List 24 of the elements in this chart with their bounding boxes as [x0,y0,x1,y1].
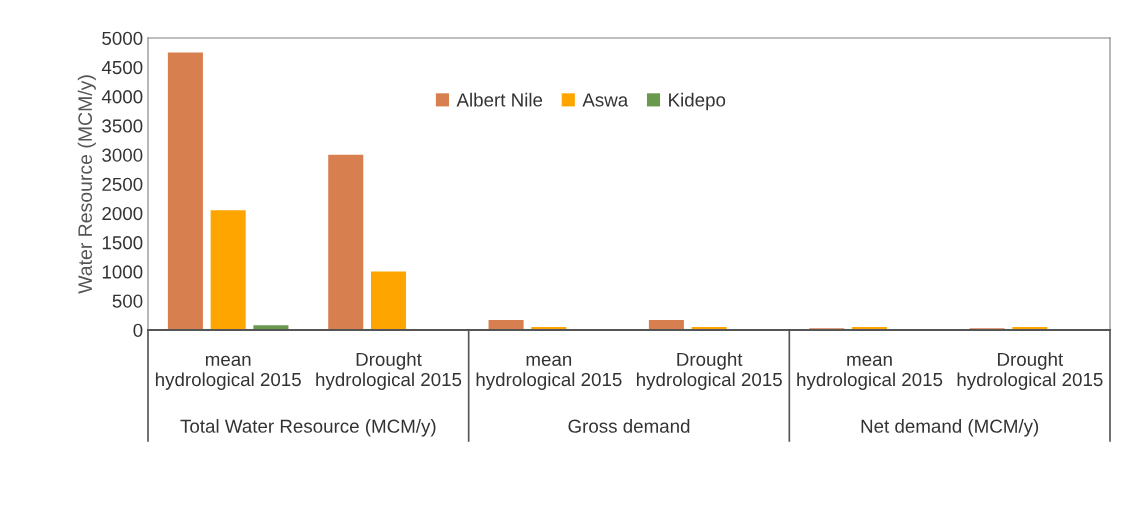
legend-label: Kidepo [669,92,726,111]
y-axis-title: Water Resource (MCM/y) [77,75,96,294]
text: Total Water Resource (MCM/y) [180,419,436,437]
y-tick-label: 4000 [101,90,143,104]
x-tick-label: mean hydrological 2015 [797,355,943,390]
legend-label: Aswa [582,93,629,107]
x-tick-label: mean hydrological 2015 [155,355,301,390]
y-tick-label: 0 [133,323,143,337]
y-tick-label: 2500 [102,177,143,191]
x-tick-label: Drought hydrological 2015 [316,352,462,390]
y-tick-label: 500 [112,294,143,308]
x-tick-label: mean hydrological 2015 [476,355,622,390]
x-tick-label: Drought hydrological 2015 [957,352,1103,390]
x-tick-label: Drought hydrological 2015 [636,352,782,390]
y-tick-label: 4500 [101,60,143,75]
text: Gross demand [568,419,690,433]
text: Net demand (MCM/y) [861,419,1039,437]
y-tick-label: 3500 [102,119,143,133]
y-tick-label: 1500 [102,236,143,250]
y-tick-label: 3000 [102,148,143,162]
legend-label: Albert Nile [456,92,543,107]
y-tick-label: 2000 [102,206,143,221]
y-tick-label: 5000 [102,31,143,45]
y-tick-label: 1000 [102,265,143,279]
